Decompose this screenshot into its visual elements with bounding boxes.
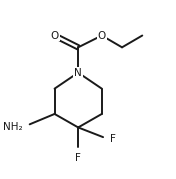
Text: N: N [74, 68, 82, 78]
Text: F: F [110, 134, 116, 144]
Text: F: F [75, 153, 81, 163]
Text: O: O [98, 31, 106, 40]
Text: O: O [51, 31, 59, 40]
Text: NH₂: NH₂ [3, 122, 23, 132]
